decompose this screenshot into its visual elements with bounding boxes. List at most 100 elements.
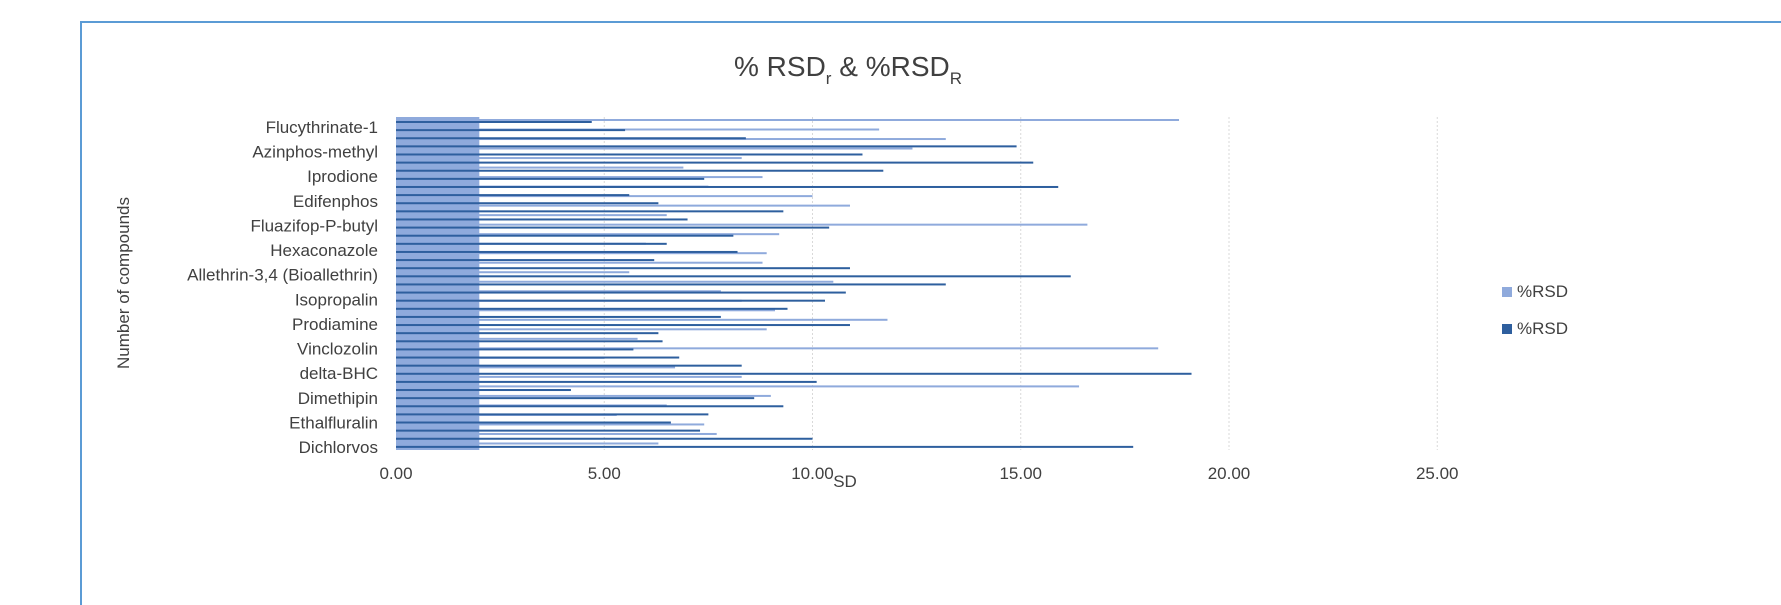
bar-dark-5	[396, 161, 1034, 164]
category-label-12: Ethalfluralin	[289, 413, 378, 432]
category-label-5: Hexaconazole	[270, 241, 378, 260]
category-label-8: Prodiamine	[292, 315, 378, 334]
bar-dark-36	[396, 413, 709, 416]
bar-light-17	[396, 280, 834, 283]
legend-swatch-0	[1502, 287, 1512, 297]
bar-light-23	[396, 337, 638, 340]
category-label-4: Fluazifop-P-butyl	[250, 216, 378, 235]
bar-dark-29	[396, 356, 680, 359]
x-axis-title: SD	[833, 472, 857, 491]
chart-frame-top-border	[80, 21, 1781, 23]
bar-dark-2	[396, 137, 746, 140]
bar-dark-27	[396, 340, 663, 343]
category-label-9: Vinclozolin	[297, 340, 378, 359]
legend-swatch-1	[1502, 324, 1512, 334]
x-tick-label-0: 0.00	[379, 464, 412, 483]
y-axis-title: Number of compounds	[114, 197, 133, 369]
chart-title-subscript-1: r	[826, 69, 832, 88]
bar-light-1	[396, 128, 880, 131]
chart-title-part-2: & %RSD	[831, 51, 949, 82]
bar-light-0	[396, 119, 1180, 121]
bar-light-4	[396, 157, 742, 160]
bar-light-9	[396, 204, 850, 207]
x-tick-label-4: 20.00	[1208, 464, 1251, 483]
bar-dark-23	[396, 307, 788, 310]
category-label-11: Dimethipin	[298, 389, 378, 408]
bar-dark-32	[396, 380, 817, 383]
bar-light-16	[396, 271, 630, 274]
bar-light-33	[396, 432, 717, 435]
bar-dark-9	[396, 194, 630, 197]
bar-light-18	[396, 290, 721, 293]
bar-dark-13	[396, 226, 830, 229]
category-label-0: Flucythrinate-1	[266, 118, 378, 137]
bar-dark-6	[396, 169, 884, 172]
legend-label-1: %RSD	[1517, 319, 1568, 338]
category-labels: Flucythrinate-1 Azinphos-methyl Iprodione E…	[187, 118, 378, 457]
bar-dark-35	[396, 405, 784, 408]
bar-light-6	[396, 176, 763, 179]
bar-light-21	[396, 318, 888, 321]
chart-title: % RSDr & %RSDR	[734, 51, 962, 88]
bar-dark-11	[396, 210, 784, 213]
gridlines	[603, 117, 1438, 450]
bar-dark-0	[396, 121, 592, 123]
bar-dark-10	[396, 202, 659, 205]
bar-light-27	[396, 375, 742, 378]
bar-dark-3	[396, 145, 1017, 148]
bar-light-34	[396, 442, 659, 445]
legend-label-0: %RSD	[1517, 282, 1568, 301]
bar-dark-4	[396, 153, 863, 156]
bar-light-32	[396, 423, 705, 426]
x-tick-labels: 0.00 5.00 10.00 15.00 20.00 25.00	[379, 464, 1458, 483]
bar-dark-15	[396, 242, 667, 245]
bar-light-26	[396, 366, 676, 369]
chart-title-subscript-2: R	[950, 69, 962, 88]
x-tick-label-3: 15.00	[999, 464, 1042, 483]
x-tick-label-5: 25.00	[1416, 464, 1459, 483]
series-dark-bars	[396, 121, 1192, 448]
category-label-6: Allethrin-3,4 (Bioallethrin)	[187, 266, 378, 285]
category-label-13: Dichlorvos	[299, 438, 378, 457]
bar-dark-12	[396, 218, 688, 221]
bar-light-22	[396, 328, 767, 331]
category-label-10: delta-BHC	[300, 364, 378, 383]
category-label-2: Iprodione	[307, 167, 378, 186]
bar-light-15	[396, 261, 763, 264]
chart-title-part-1: % RSD	[734, 51, 826, 82]
bar-dark-16	[396, 250, 738, 253]
bar-dark-1	[396, 129, 626, 132]
bar-dark-40	[396, 445, 1134, 448]
bar-light-11	[396, 223, 1088, 226]
bar-light-20	[396, 309, 776, 312]
category-label-3: Edifenphos	[293, 192, 378, 211]
x-tick-label-1: 5.00	[588, 464, 621, 483]
bar-light-3	[396, 147, 913, 150]
category-label-1: Azinphos-methyl	[252, 143, 378, 162]
bar-dark-21	[396, 291, 846, 294]
bar-dark-28	[396, 348, 634, 351]
bar-dark-14	[396, 234, 734, 237]
bar-dark-22	[396, 299, 825, 302]
bar-dark-37	[396, 421, 671, 424]
bar-light-8	[396, 195, 813, 198]
bar-dark-38	[396, 429, 701, 432]
bar-dark-7	[396, 177, 705, 180]
bar-light-24	[396, 347, 1159, 350]
bar-light-29	[396, 394, 771, 397]
bar-dark-17	[396, 259, 655, 262]
bar-dark-31	[396, 372, 1192, 375]
bar-dark-24	[396, 315, 721, 318]
bar-dark-34	[396, 397, 755, 400]
bar-light-28	[396, 385, 1080, 388]
legend: %RSD %RSD	[1502, 282, 1568, 338]
x-tick-label-2: 10.00	[791, 464, 834, 483]
bar-light-10	[396, 214, 667, 217]
category-label-7: Isopropalin	[295, 290, 378, 309]
bar-dark-19	[396, 275, 1071, 278]
bar-dark-30	[396, 364, 742, 367]
bar-dark-33	[396, 389, 571, 392]
bar-light-14	[396, 252, 767, 255]
bar-dark-25	[396, 324, 850, 327]
